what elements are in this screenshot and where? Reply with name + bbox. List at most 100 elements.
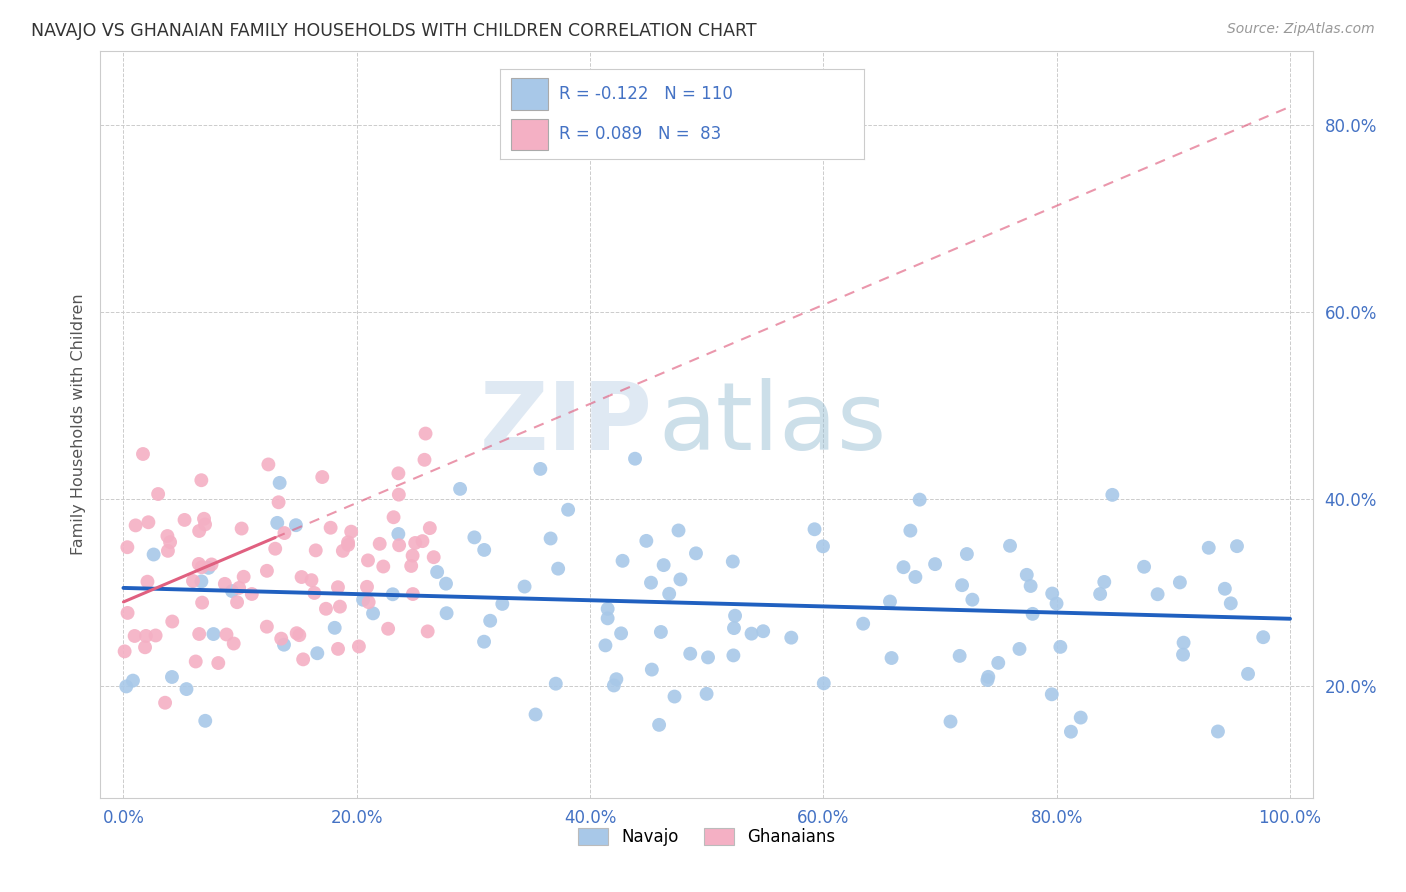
Point [976, 673, 998, 687]
Point [449, 482, 471, 496]
Point [652, 558, 675, 573]
Text: NAVAJO VS GHANAIAN FAMILY HOUSEHOLDS WITH CHILDREN CORRELATION CHART: NAVAJO VS GHANAIAN FAMILY HOUSEHOLDS WIT… [31, 22, 756, 40]
Point [194, 714, 217, 728]
Point [1040, 586, 1063, 600]
Point [315, 601, 337, 615]
Point [650, 625, 672, 640]
Point [1019, 579, 1042, 593]
Point [479, 614, 502, 628]
Point [323, 621, 346, 635]
Point [411, 534, 433, 549]
Point [416, 624, 439, 639]
Point [540, 532, 562, 546]
Point [197, 561, 219, 575]
Point [904, 570, 927, 584]
Point [605, 672, 627, 686]
Point [852, 616, 875, 631]
Point [329, 599, 352, 614]
Point [387, 527, 409, 541]
Point [337, 535, 360, 549]
Point [304, 586, 326, 600]
Point [200, 558, 222, 572]
Point [413, 452, 436, 467]
Y-axis label: Family Households with Children: Family Households with Children [72, 293, 86, 555]
Point [332, 544, 354, 558]
Point [273, 638, 295, 652]
Point [998, 539, 1021, 553]
Point [949, 648, 972, 663]
Point [1133, 559, 1156, 574]
Point [436, 606, 458, 620]
Point [1219, 596, 1241, 610]
Point [381, 587, 404, 601]
Point [723, 648, 745, 663]
Point [491, 597, 513, 611]
Point [803, 522, 825, 536]
Point [399, 558, 422, 573]
Point [879, 594, 901, 608]
Point [181, 574, 204, 588]
Point [156, 529, 179, 543]
Point [641, 663, 664, 677]
Point [1015, 567, 1038, 582]
Point [288, 628, 311, 642]
Point [987, 656, 1010, 670]
Point [648, 718, 671, 732]
Point [1171, 648, 1194, 662]
Legend: Navajo, Ghanaians: Navajo, Ghanaians [578, 828, 835, 846]
Point [696, 687, 718, 701]
Point [142, 548, 165, 562]
Point [311, 470, 333, 484]
Point [811, 539, 834, 553]
Point [1049, 640, 1071, 654]
Point [685, 546, 707, 560]
Point [301, 573, 323, 587]
Point [893, 560, 915, 574]
Point [377, 622, 399, 636]
Point [956, 547, 979, 561]
Point [544, 676, 567, 690]
Point [1021, 607, 1043, 621]
Point [513, 580, 536, 594]
Point [240, 587, 263, 601]
Point [924, 557, 946, 571]
Point [273, 526, 295, 541]
Point [256, 564, 278, 578]
Point [1173, 635, 1195, 649]
Point [221, 584, 243, 599]
Point [415, 426, 437, 441]
Point [226, 595, 249, 609]
Point [426, 565, 449, 579]
Point [1251, 630, 1274, 644]
Point [184, 655, 207, 669]
Point [326, 641, 349, 656]
Point [1088, 587, 1111, 601]
Point [124, 629, 146, 643]
Point [1146, 587, 1168, 601]
Point [176, 682, 198, 697]
Point [1060, 724, 1083, 739]
Point [222, 636, 245, 650]
Point [188, 524, 211, 538]
Text: atlas: atlas [658, 378, 886, 470]
Point [721, 555, 744, 569]
Point [337, 538, 360, 552]
Point [388, 538, 411, 552]
Point [939, 714, 962, 729]
Point [202, 627, 225, 641]
Point [1213, 582, 1236, 596]
Point [524, 707, 547, 722]
Point [117, 540, 139, 554]
Point [898, 524, 921, 538]
Point [207, 656, 229, 670]
Point [404, 536, 426, 550]
Point [145, 628, 167, 642]
Point [908, 492, 931, 507]
Point [190, 560, 212, 574]
Point [190, 574, 212, 589]
Point [115, 680, 138, 694]
Point [146, 487, 169, 501]
Point [401, 549, 423, 563]
Point [388, 488, 411, 502]
Point [1101, 488, 1123, 502]
